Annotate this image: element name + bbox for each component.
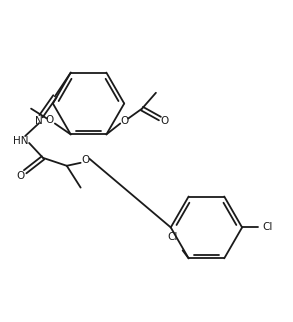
Text: O: O: [161, 116, 169, 126]
Text: O: O: [120, 116, 128, 126]
Text: O: O: [81, 155, 90, 165]
Text: Cl: Cl: [263, 223, 273, 232]
Text: N: N: [35, 116, 43, 126]
Text: Cl: Cl: [168, 232, 178, 242]
Text: O: O: [16, 171, 24, 181]
Text: HN: HN: [13, 136, 29, 146]
Text: O: O: [46, 115, 54, 125]
